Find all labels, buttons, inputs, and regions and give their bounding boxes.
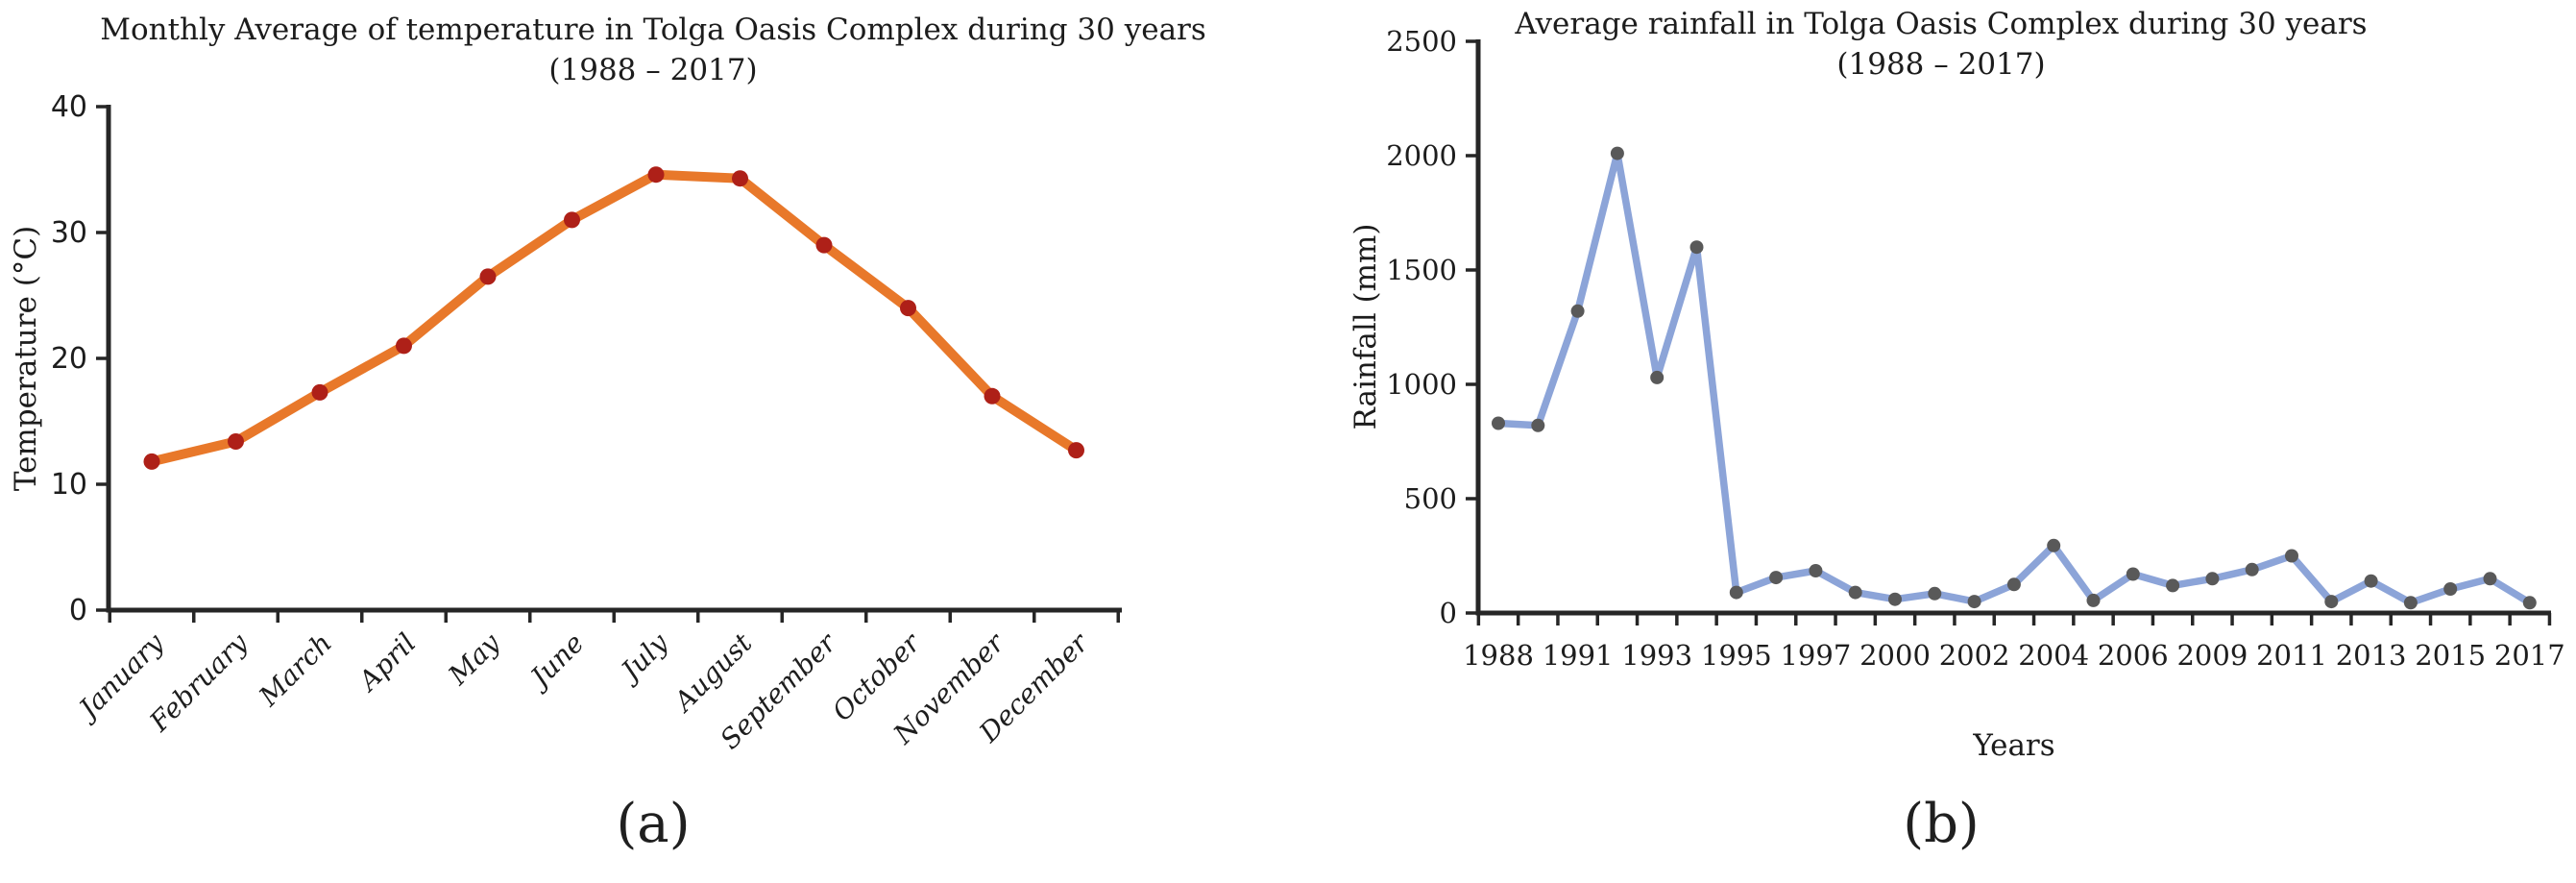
y-tick-label: 0 [69, 594, 87, 627]
data-point-marker [815, 236, 833, 254]
data-point-marker [2364, 574, 2378, 588]
y-tick-label: 10 [51, 468, 87, 502]
month-label: July [612, 626, 675, 690]
y-tick-label: 2500 [1386, 25, 1457, 58]
data-point-marker [1068, 442, 1084, 459]
year-label: 2006 [2098, 639, 2169, 672]
data-point-marker [1492, 416, 1505, 430]
data-point-marker [2047, 538, 2061, 552]
year-label: 1991 [1543, 639, 1614, 672]
year-label: 2009 [2176, 639, 2248, 672]
year-label: 1997 [1780, 639, 1851, 672]
temperature-y-axis-title: Temperature (°C) [9, 225, 43, 492]
temperature-chart-title-line1: Monthly Average of temperature in Tolga … [100, 12, 1206, 47]
rainfall-chart-title-line1: Average rainfall in Tolga Oasis Complex … [1515, 7, 2368, 41]
y-tick-label: 1000 [1386, 368, 1457, 401]
rainfall-chart-title-line2: (1988 – 2017) [1836, 47, 2046, 82]
data-point-marker [396, 337, 412, 355]
data-point-marker [2006, 577, 2021, 592]
temperature-chart-title-line2: (1988 – 2017) [548, 53, 758, 87]
data-point-marker [564, 211, 580, 229]
month-label: April [351, 627, 423, 699]
month-label: May [442, 626, 507, 692]
year-label: 2017 [2494, 639, 2565, 672]
y-tick-label: 30 [51, 216, 87, 250]
year-label: 1993 [1621, 639, 1692, 672]
y-tick-label: 0 [1440, 597, 1457, 629]
data-point-marker [2166, 578, 2180, 593]
data-point-marker [1610, 146, 1624, 160]
data-point-marker [1928, 586, 1942, 601]
data-point-marker [900, 300, 916, 317]
data-point-marker [732, 170, 748, 187]
data-point-marker [2205, 572, 2220, 586]
data-point-marker [2522, 596, 2537, 610]
y-tick-label: 2000 [1386, 139, 1457, 172]
year-label: 2015 [2415, 639, 2486, 672]
month-label: March [253, 627, 338, 713]
data-point-marker [1967, 595, 1981, 609]
panel-a-caption: (a) [616, 793, 691, 855]
data-point-marker [1848, 585, 1862, 600]
series-line [147, 169, 1081, 467]
data-point-marker [1689, 240, 1704, 255]
y-tick-label: 500 [1404, 482, 1457, 515]
data-point-marker [2126, 567, 2140, 581]
data-point-marker [2285, 549, 2298, 563]
data-point-marker [311, 383, 328, 401]
data-point-marker [1531, 418, 1545, 432]
year-label: 2013 [2336, 639, 2407, 672]
data-point-marker [984, 387, 1001, 405]
rainfall-y-axis-title: Rainfall (mm) [1349, 223, 1383, 430]
year-label: 2004 [2018, 639, 2089, 672]
data-point-marker [1729, 585, 1743, 600]
year-label: 2011 [2256, 639, 2327, 672]
temperature-chart-panel: Monthly Average of temperature in Tolga … [0, 10, 1306, 855]
data-point-marker [1809, 564, 1823, 577]
data-point-marker [1888, 592, 1902, 606]
data-point-marker [2324, 595, 2339, 609]
rainfall-x-axis-title: Years [1973, 728, 2055, 763]
year-label: 1995 [1701, 639, 1772, 672]
data-point-marker [2403, 596, 2418, 610]
year-label: 1988 [1463, 639, 1534, 672]
data-point-marker [479, 268, 497, 285]
y-tick-label: 20 [51, 342, 87, 376]
rainfall-chart-panel: Average rainfall in Tolga Oasis Complex … [1306, 0, 2576, 883]
month-label: June [521, 627, 590, 697]
data-point-marker [1570, 304, 1585, 318]
data-point-marker [647, 166, 665, 184]
data-point-marker [228, 433, 244, 450]
temperature-chart-title: Monthly Average of temperature in Tolga … [0, 10, 1306, 90]
data-point-marker [143, 453, 160, 470]
data-point-marker [1769, 571, 1784, 585]
data-point-marker [2086, 593, 2101, 607]
data-point-marker [2443, 582, 2458, 596]
rainfall-chart-title: Average rainfall in Tolga Oasis Complex … [1306, 4, 2576, 85]
y-tick-label: 1500 [1386, 254, 1457, 286]
data-point-marker [2483, 572, 2497, 586]
year-label: 2002 [1939, 639, 2010, 672]
rainfall-plot: 0 500 1000 1500 2000 2500 1988 1991 1993 1995 1997… [1386, 25, 2565, 672]
data-point-marker [2245, 562, 2259, 576]
y-tick-label: 40 [51, 90, 87, 124]
year-label: 2000 [1859, 639, 1931, 672]
panel-b-caption: (b) [1903, 793, 1980, 855]
data-point-marker [1650, 370, 1665, 384]
